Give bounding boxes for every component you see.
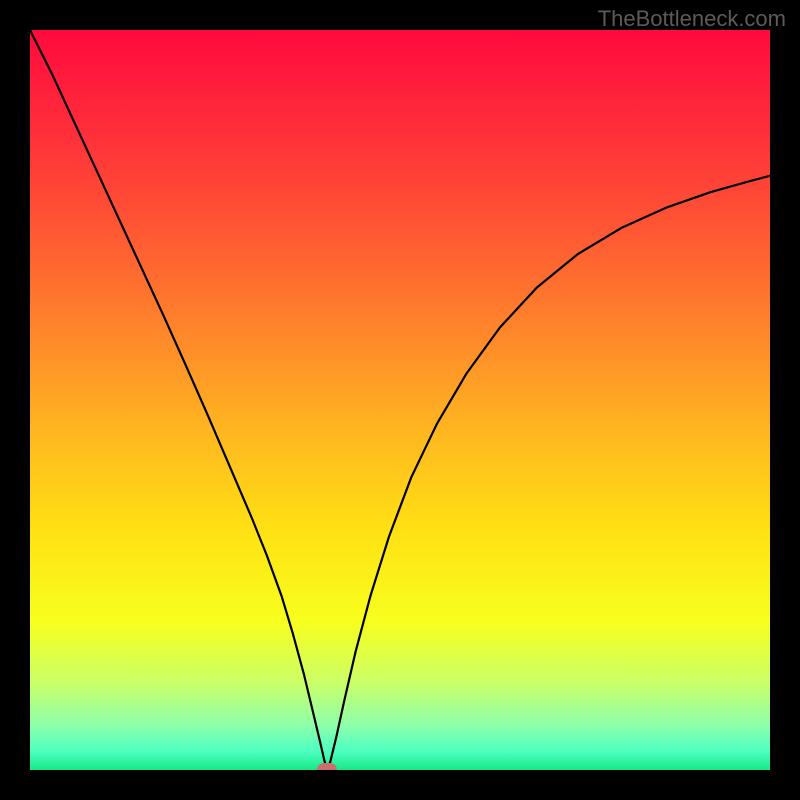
bottleneck-curve: [30, 30, 770, 770]
optimal-point-marker: [317, 763, 337, 770]
plot-area: [30, 30, 770, 770]
watermark-text: TheBottleneck.com: [598, 6, 786, 32]
curve-path: [30, 30, 770, 770]
